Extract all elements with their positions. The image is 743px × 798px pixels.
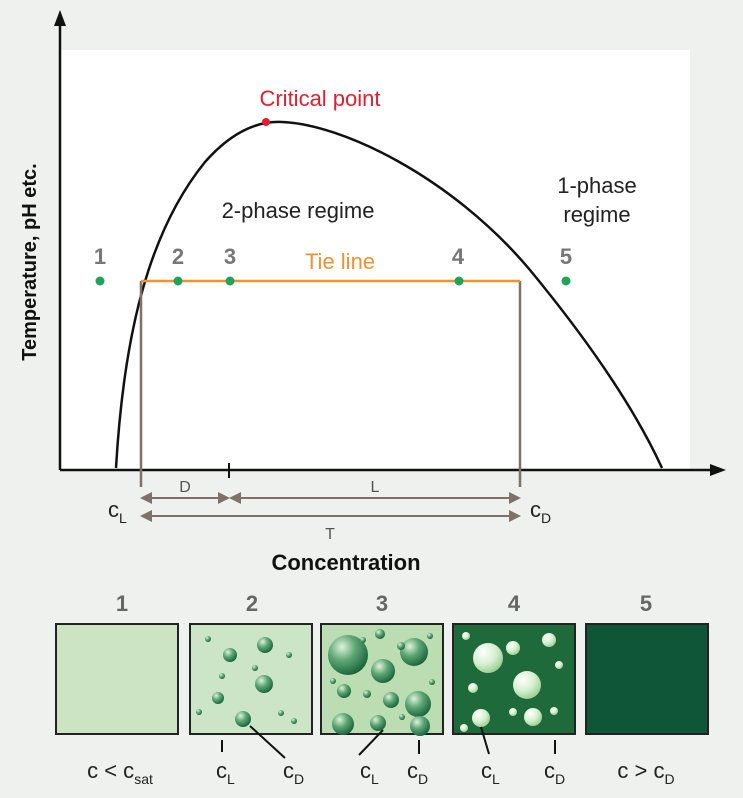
panel-4: 4 cL cD: [452, 591, 576, 787]
panel-number: 2: [246, 591, 258, 616]
cD-marker-label: cD: [530, 497, 551, 526]
y-axis-label: Temperature, pH etc.: [19, 163, 41, 360]
state-point-number: 4: [452, 244, 465, 269]
state-point-number: 5: [560, 244, 572, 269]
state-point-5: 5: [560, 244, 572, 286]
critical-point-dot: [262, 118, 270, 126]
critical-point-label: Critical point: [259, 86, 380, 111]
panel-2: 2 cL cD: [189, 591, 313, 787]
panel-box: [189, 623, 313, 735]
T-marker-label: T: [325, 526, 335, 543]
panel-box: [585, 623, 709, 735]
panel-5: 5 c > cD: [585, 591, 709, 787]
droplets: [328, 629, 435, 736]
caption-main: c < c: [87, 758, 134, 783]
panel-caption: c > cD: [617, 758, 674, 787]
panel-1: 1 c < csat: [55, 591, 179, 787]
panel-number: 4: [508, 591, 521, 616]
x-axis: [60, 464, 726, 476]
plot-area: [60, 50, 690, 470]
cD-label: cD: [544, 758, 565, 787]
panel-number: 3: [376, 591, 388, 616]
cL-marker-label: cL: [108, 497, 127, 526]
one-phase-regime-label-line2: regime: [563, 202, 630, 227]
droplets: [196, 636, 297, 727]
cL-sub: L: [119, 510, 127, 526]
panel-3: 3 cL cD: [320, 591, 444, 787]
panel-box: [452, 623, 576, 735]
state-point-3: 3: [224, 244, 236, 286]
state-point-1: 1: [94, 244, 106, 286]
L-marker-label: L: [371, 479, 380, 496]
caption-main: c > c: [617, 758, 664, 783]
two-phase-regime-label: 2-phase regime: [222, 198, 375, 223]
caption-sub: D: [664, 771, 674, 787]
panel-box: [55, 623, 179, 735]
state-point-number: 2: [172, 244, 184, 269]
y-axis: [54, 10, 66, 470]
D-marker-label: D: [179, 479, 191, 496]
panel-number: 1: [116, 591, 128, 616]
cL-label: cL: [360, 758, 379, 787]
tie-line-label: Tie line: [305, 249, 375, 274]
binodal-curve: [114, 120, 664, 469]
cL-label: cL: [216, 758, 235, 787]
state-point-number: 1: [94, 244, 106, 269]
cD-label: cD: [283, 758, 304, 787]
state-point-2: 2: [172, 244, 184, 286]
panel-caption: c < csat: [87, 758, 153, 787]
cL-label: cL: [481, 758, 500, 787]
state-point-number: 3: [224, 244, 236, 269]
cD-label: cD: [407, 758, 428, 787]
one-phase-regime-label-line1: 1-phase: [557, 173, 637, 198]
state-point-4: 4: [452, 244, 465, 286]
cD-main: c: [530, 497, 541, 522]
cL-main: c: [108, 497, 119, 522]
cD-sub: D: [541, 510, 551, 526]
panel-number: 5: [640, 591, 652, 616]
droplets: [460, 632, 563, 732]
x-axis-label: Concentration: [271, 550, 420, 575]
caption-sub: sat: [134, 771, 153, 787]
